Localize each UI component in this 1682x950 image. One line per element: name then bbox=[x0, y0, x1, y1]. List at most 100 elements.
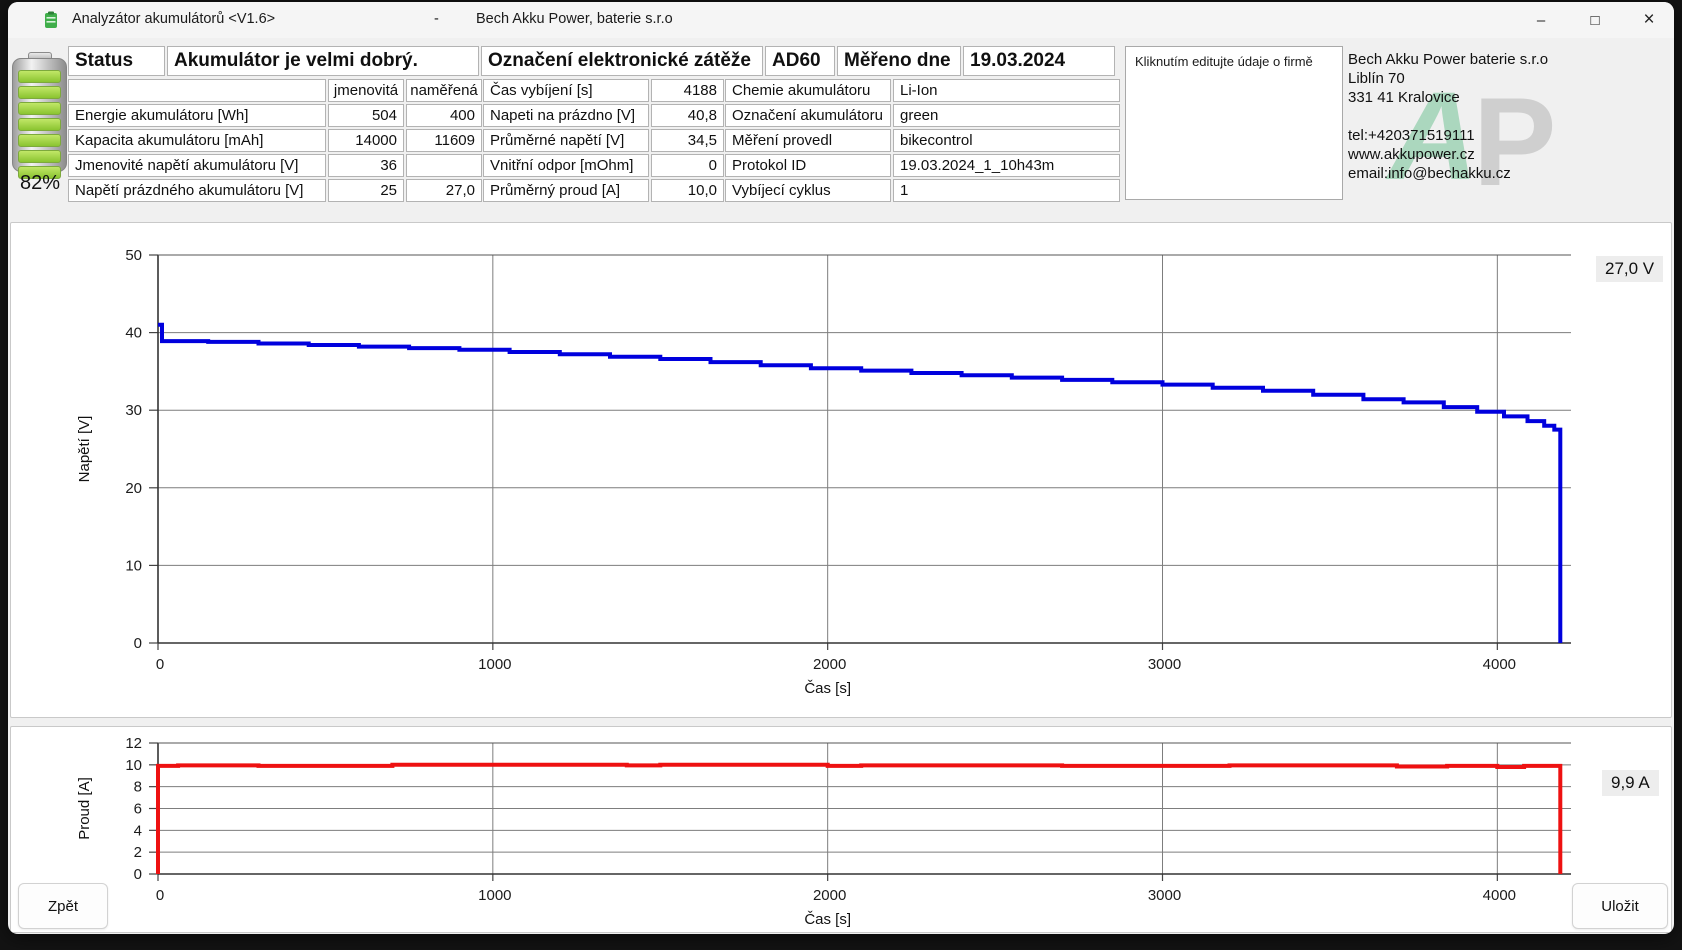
company-edit-panel[interactable]: Kliknutím editujte údaje o firmě bbox=[1125, 46, 1343, 200]
company-info-line: Bech Akku Power baterie s.r.o bbox=[1348, 51, 1549, 68]
window-title-separator: - bbox=[434, 11, 439, 27]
table-cell: 27,0 bbox=[406, 179, 482, 202]
svg-text:1000: 1000 bbox=[478, 887, 511, 904]
table-cell bbox=[68, 79, 326, 102]
table-cell: 40,8 bbox=[651, 104, 724, 127]
company-edit-hint: Kliknutím editujte údaje o firmě bbox=[1135, 54, 1313, 69]
table-cell: green bbox=[893, 104, 1120, 127]
window-title: Analyzátor akumulátorů <V1.6> bbox=[72, 11, 276, 27]
svg-text:4000: 4000 bbox=[1483, 887, 1516, 904]
company-info: A P Bech Akku Power baterie s.r.o Liblín … bbox=[1348, 50, 1598, 210]
svg-text:2000: 2000 bbox=[813, 887, 846, 904]
voltage-chart-panel: 0 10 20 30 40 50 0 1000 2000 3000 4000 Čas [s] Napět… bbox=[10, 222, 1672, 718]
battery-parameters-table: jmenovitá naměřená Energie akumulátoru [Wh… bbox=[68, 79, 482, 202]
table-cell: Průměrný proud [A] bbox=[483, 179, 649, 202]
table-cell: naměřená bbox=[406, 79, 482, 102]
table-cell: Li-Ion bbox=[893, 79, 1120, 102]
company-info-line: Liblín 70 bbox=[1348, 70, 1405, 87]
logo-letter-p: P bbox=[1473, 73, 1557, 212]
voltage-chart: 0 10 20 30 40 50 0 1000 2000 3000 4000 Čas [s] Napět… bbox=[76, 247, 1571, 697]
svg-text:0: 0 bbox=[156, 887, 164, 904]
battery-level-bar bbox=[18, 166, 61, 179]
battery-level-bar bbox=[18, 134, 61, 147]
table-cell: Chemie akumulátoru bbox=[725, 79, 891, 102]
app-window: Analyzátor akumulátorů <V1.6> - Bech Akk… bbox=[8, 2, 1674, 934]
table-cell: 36 bbox=[328, 154, 404, 177]
table-cell: Označení elektronické zátěže bbox=[481, 46, 763, 76]
close-button[interactable]: × bbox=[1626, 2, 1672, 38]
x-axis-title: Čas [s] bbox=[804, 911, 851, 928]
table-cell: Napeti na prázdno [V] bbox=[483, 104, 649, 127]
y-axis-title: Napětí [V] bbox=[76, 416, 93, 483]
battery-level-bar bbox=[18, 70, 61, 83]
table-cell: jmenovitá bbox=[328, 79, 404, 102]
company-info-line: www.akkupower.cz bbox=[1348, 146, 1475, 163]
battery-body bbox=[12, 58, 67, 179]
svg-text:40: 40 bbox=[125, 325, 142, 342]
maximize-button[interactable]: □ bbox=[1572, 2, 1618, 38]
company-info-line: tel:+420371519111 bbox=[1348, 127, 1475, 144]
table-cell: AD60 bbox=[765, 46, 835, 76]
table-cell: Měření provedl bbox=[725, 129, 891, 152]
voltage-line bbox=[158, 322, 1563, 643]
table-cell: Napětí prázdného akumulátoru [V] bbox=[68, 179, 326, 202]
svg-text:30: 30 bbox=[125, 402, 142, 419]
table-cell: 504 bbox=[328, 104, 404, 127]
table-cell: Protokol ID bbox=[725, 154, 891, 177]
status-row: Status Akumulátor je velmi dobrý. Označení… bbox=[68, 46, 1115, 76]
svg-text:8: 8 bbox=[134, 779, 142, 796]
battery-percent-label: 82% bbox=[19, 172, 61, 194]
table-cell: 10,0 bbox=[651, 179, 724, 202]
battery-level-bar bbox=[18, 150, 61, 163]
y-axis-title: Proud [A] bbox=[76, 777, 93, 840]
svg-text:0: 0 bbox=[134, 635, 142, 652]
svg-text:4: 4 bbox=[134, 822, 142, 839]
minimize-button[interactable]: – bbox=[1518, 2, 1564, 38]
table-cell: Čas vybíjení [s] bbox=[483, 79, 649, 102]
table-cell: Označení akumulátoru bbox=[725, 104, 891, 127]
company-address-lines: Bech Akku Power baterie s.r.o Liblín 70 33… bbox=[1348, 50, 1598, 183]
window-subtitle: Bech Akku Power, baterie s.r.o bbox=[476, 11, 673, 27]
battery-level-bar bbox=[18, 118, 61, 131]
svg-text:0: 0 bbox=[134, 866, 142, 883]
table-cell: Měřeno dne bbox=[837, 46, 961, 76]
save-button[interactable]: Uložit bbox=[1572, 883, 1668, 929]
current-chart: 0 2 4 6 8 10 12 0 1000 2000 3000 4000 Čas [s] Proud [… bbox=[76, 735, 1571, 928]
app-battery-icon bbox=[45, 11, 57, 28]
table-cell: 19.03.2024_1_10h43m bbox=[893, 154, 1120, 177]
table-cell: Energie akumulátoru [Wh] bbox=[68, 104, 326, 127]
table-cell: 4188 bbox=[651, 79, 724, 102]
current-readout-badge: 9,9 A bbox=[1602, 770, 1659, 796]
table-cell: 400 bbox=[406, 104, 482, 127]
battery-level-bar bbox=[18, 86, 61, 99]
svg-text:1000: 1000 bbox=[478, 656, 511, 673]
logo-letter-a: A bbox=[1388, 67, 1479, 206]
svg-text:2000: 2000 bbox=[813, 656, 846, 673]
table-cell: 14000 bbox=[328, 129, 404, 152]
svg-text:6: 6 bbox=[134, 801, 142, 818]
protocol-info-table: Chemie akumulátoru Li-Ion Označení akumulá… bbox=[725, 79, 1120, 202]
table-cell: 19.03.2024 bbox=[963, 46, 1115, 76]
svg-text:20: 20 bbox=[125, 480, 142, 497]
table-cell: Kapacita akumulátoru [mAh] bbox=[68, 129, 326, 152]
table-cell: 34,5 bbox=[651, 129, 724, 152]
table-cell: 1 bbox=[893, 179, 1120, 202]
table-cell bbox=[406, 154, 482, 177]
measurement-results-table: Čas vybíjení [s] 4188 Napeti na prázdno [V… bbox=[483, 79, 724, 202]
voltage-readout-badge: 27,0 V bbox=[1596, 256, 1664, 282]
table-cell: Vybíjecí cyklus bbox=[725, 179, 891, 202]
company-info-line bbox=[1348, 107, 1598, 126]
table-cell: 0 bbox=[651, 154, 724, 177]
svg-text:3000: 3000 bbox=[1148, 887, 1181, 904]
company-info-line: 331 41 Kralovice bbox=[1348, 89, 1460, 106]
svg-text:12: 12 bbox=[125, 735, 142, 752]
current-chart-panel: 0 2 4 6 8 10 12 0 1000 2000 3000 4000 Čas [s] Proud [… bbox=[10, 726, 1672, 933]
svg-text:10: 10 bbox=[125, 757, 142, 774]
svg-text:2: 2 bbox=[134, 844, 142, 861]
back-button[interactable]: Zpět bbox=[18, 883, 108, 929]
x-axis-title: Čas [s] bbox=[804, 680, 851, 697]
svg-text:3000: 3000 bbox=[1148, 656, 1181, 673]
company-info-line: email:info@bechakku.cz bbox=[1348, 165, 1511, 182]
svg-text:0: 0 bbox=[156, 656, 164, 673]
table-cell: Vnitřní odpor [mOhm] bbox=[483, 154, 649, 177]
